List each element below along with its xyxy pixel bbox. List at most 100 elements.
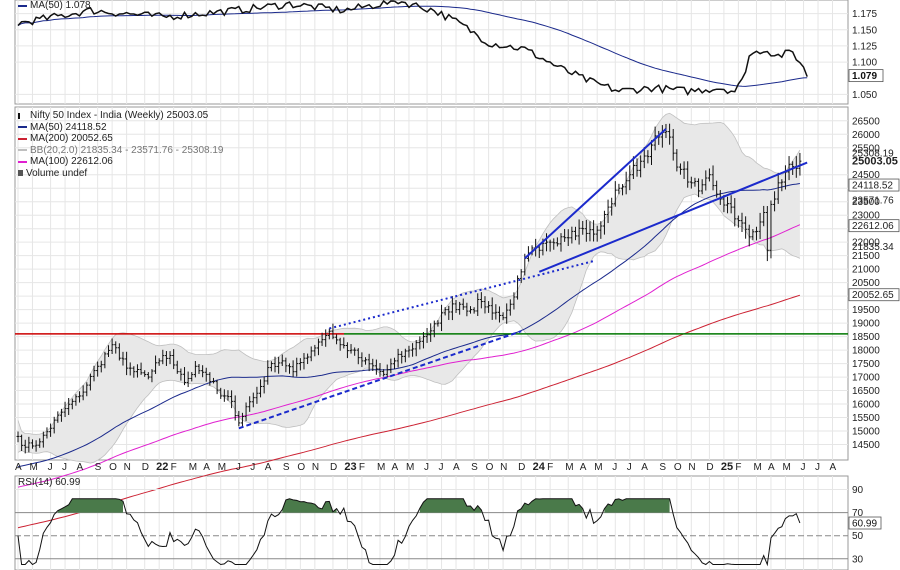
- price-bar: [396, 348, 400, 368]
- price-bar: [208, 372, 212, 386]
- price-bar: [320, 332, 324, 346]
- price-bar: [602, 210, 606, 235]
- price-bar: [686, 161, 690, 188]
- price-bar: [226, 390, 230, 401]
- price-bar: [85, 382, 89, 397]
- main-legend-item: MA(100) 22612.06: [18, 156, 223, 168]
- top-y-tick-label: 1.100: [852, 58, 877, 69]
- x-axis-label: A: [77, 462, 84, 473]
- value-tag-box: [848, 288, 900, 302]
- price-bar: [678, 163, 682, 175]
- legend-swatch: [18, 126, 27, 129]
- price-bar: [733, 198, 737, 227]
- price-bar: [729, 195, 733, 214]
- price-bar: [588, 221, 592, 242]
- price-bar: [650, 140, 653, 166]
- price-bar: [255, 386, 259, 404]
- price-bar: [99, 360, 103, 373]
- x-axis-label: M: [189, 462, 197, 473]
- x-axis-label: A: [580, 462, 587, 473]
- main-legend-text: Volume undef: [26, 167, 88, 179]
- x-axis-label: J: [236, 462, 241, 473]
- price-bar: [512, 292, 516, 310]
- price-bar: [610, 197, 614, 216]
- x-axis-label: F: [171, 462, 177, 473]
- price-bar: [309, 346, 313, 362]
- x-axis-label: O: [297, 462, 305, 473]
- price-bar: [266, 360, 270, 385]
- price-bar: [135, 364, 139, 378]
- price-bar: [421, 332, 425, 349]
- ma200-line: [17, 294, 801, 529]
- main-legend-text: MA(50) 24118.52: [30, 121, 107, 133]
- price-bar: [624, 171, 628, 195]
- x-axis-label: J: [439, 462, 444, 473]
- bollinger-band-fill: [18, 113, 800, 464]
- price-bar: [273, 356, 277, 373]
- price-bar: [668, 123, 672, 145]
- trendline-solid: [524, 128, 667, 260]
- price-bar: [193, 361, 197, 378]
- price-bar: [367, 353, 371, 372]
- value-tag: 21835.34: [852, 242, 894, 253]
- x-axis-label: S: [659, 462, 666, 473]
- price-bar: [277, 356, 281, 374]
- price-bar: [52, 416, 56, 434]
- price-bar: [128, 362, 132, 376]
- price-bar: [704, 170, 708, 191]
- rsi-overbought-fill: [517, 498, 583, 513]
- x-axis-label: J: [424, 462, 429, 473]
- price-bar: [41, 431, 45, 448]
- price-bar: [570, 226, 574, 244]
- price-bar: [697, 178, 701, 198]
- price-bar: [693, 177, 697, 187]
- price-bar: [715, 180, 719, 198]
- main-legend-item: MA(200) 20052.65: [18, 133, 223, 145]
- price-bar: [34, 440, 38, 452]
- top-panel-frame: [14, 0, 849, 105]
- main-legend-text: MA(200) 20052.65: [30, 133, 113, 144]
- price-bar: [186, 371, 190, 388]
- price-bar: [671, 128, 675, 161]
- price-bar: [291, 360, 295, 378]
- x-axis-label: J: [627, 462, 632, 473]
- price-bar: [201, 365, 205, 378]
- price-bar: [139, 362, 143, 375]
- price-bar: [23, 439, 27, 454]
- x-axis-label: M: [753, 462, 761, 473]
- price-bar: [577, 219, 581, 245]
- main-legend-item: MA(50) 24118.52: [18, 122, 223, 134]
- price-bar: [754, 226, 758, 241]
- x-axis-label: D: [142, 462, 149, 473]
- main-y-tick-label: 20500: [852, 278, 880, 289]
- x-axis-label: F: [547, 462, 553, 473]
- price-bar: [440, 304, 444, 332]
- x-axis-label: D: [518, 462, 525, 473]
- price-bar: [447, 305, 451, 320]
- rsi-y-tick-label: 70: [852, 508, 864, 519]
- main-y-tick-label: 23000: [852, 211, 880, 222]
- price-bar: [443, 307, 447, 316]
- price-bar: [516, 275, 520, 300]
- price-bar: [519, 269, 523, 284]
- rsi-overbought-fill: [604, 498, 670, 513]
- main-y-tick-label: 24500: [852, 170, 880, 181]
- price-bar: [114, 341, 118, 354]
- price-bar: [798, 152, 802, 176]
- legend-swatch: [18, 137, 27, 140]
- price-bar: [230, 390, 234, 409]
- price-bar: [581, 220, 585, 235]
- price-bar: [356, 348, 360, 365]
- main-y-tick-label: 21500: [852, 251, 880, 262]
- legend-swatch: [18, 149, 27, 152]
- price-bar: [769, 200, 773, 259]
- price-bar: [385, 364, 389, 378]
- value-tag: 22612.06: [852, 221, 894, 232]
- x-axis-label: A: [453, 462, 460, 473]
- price-bar: [621, 184, 625, 196]
- trendline-solid: [538, 161, 808, 273]
- main-panel-frame: [14, 106, 849, 461]
- price-bar: [103, 351, 107, 369]
- rsi-overbought-fill: [57, 498, 123, 513]
- price-bar: [642, 147, 646, 169]
